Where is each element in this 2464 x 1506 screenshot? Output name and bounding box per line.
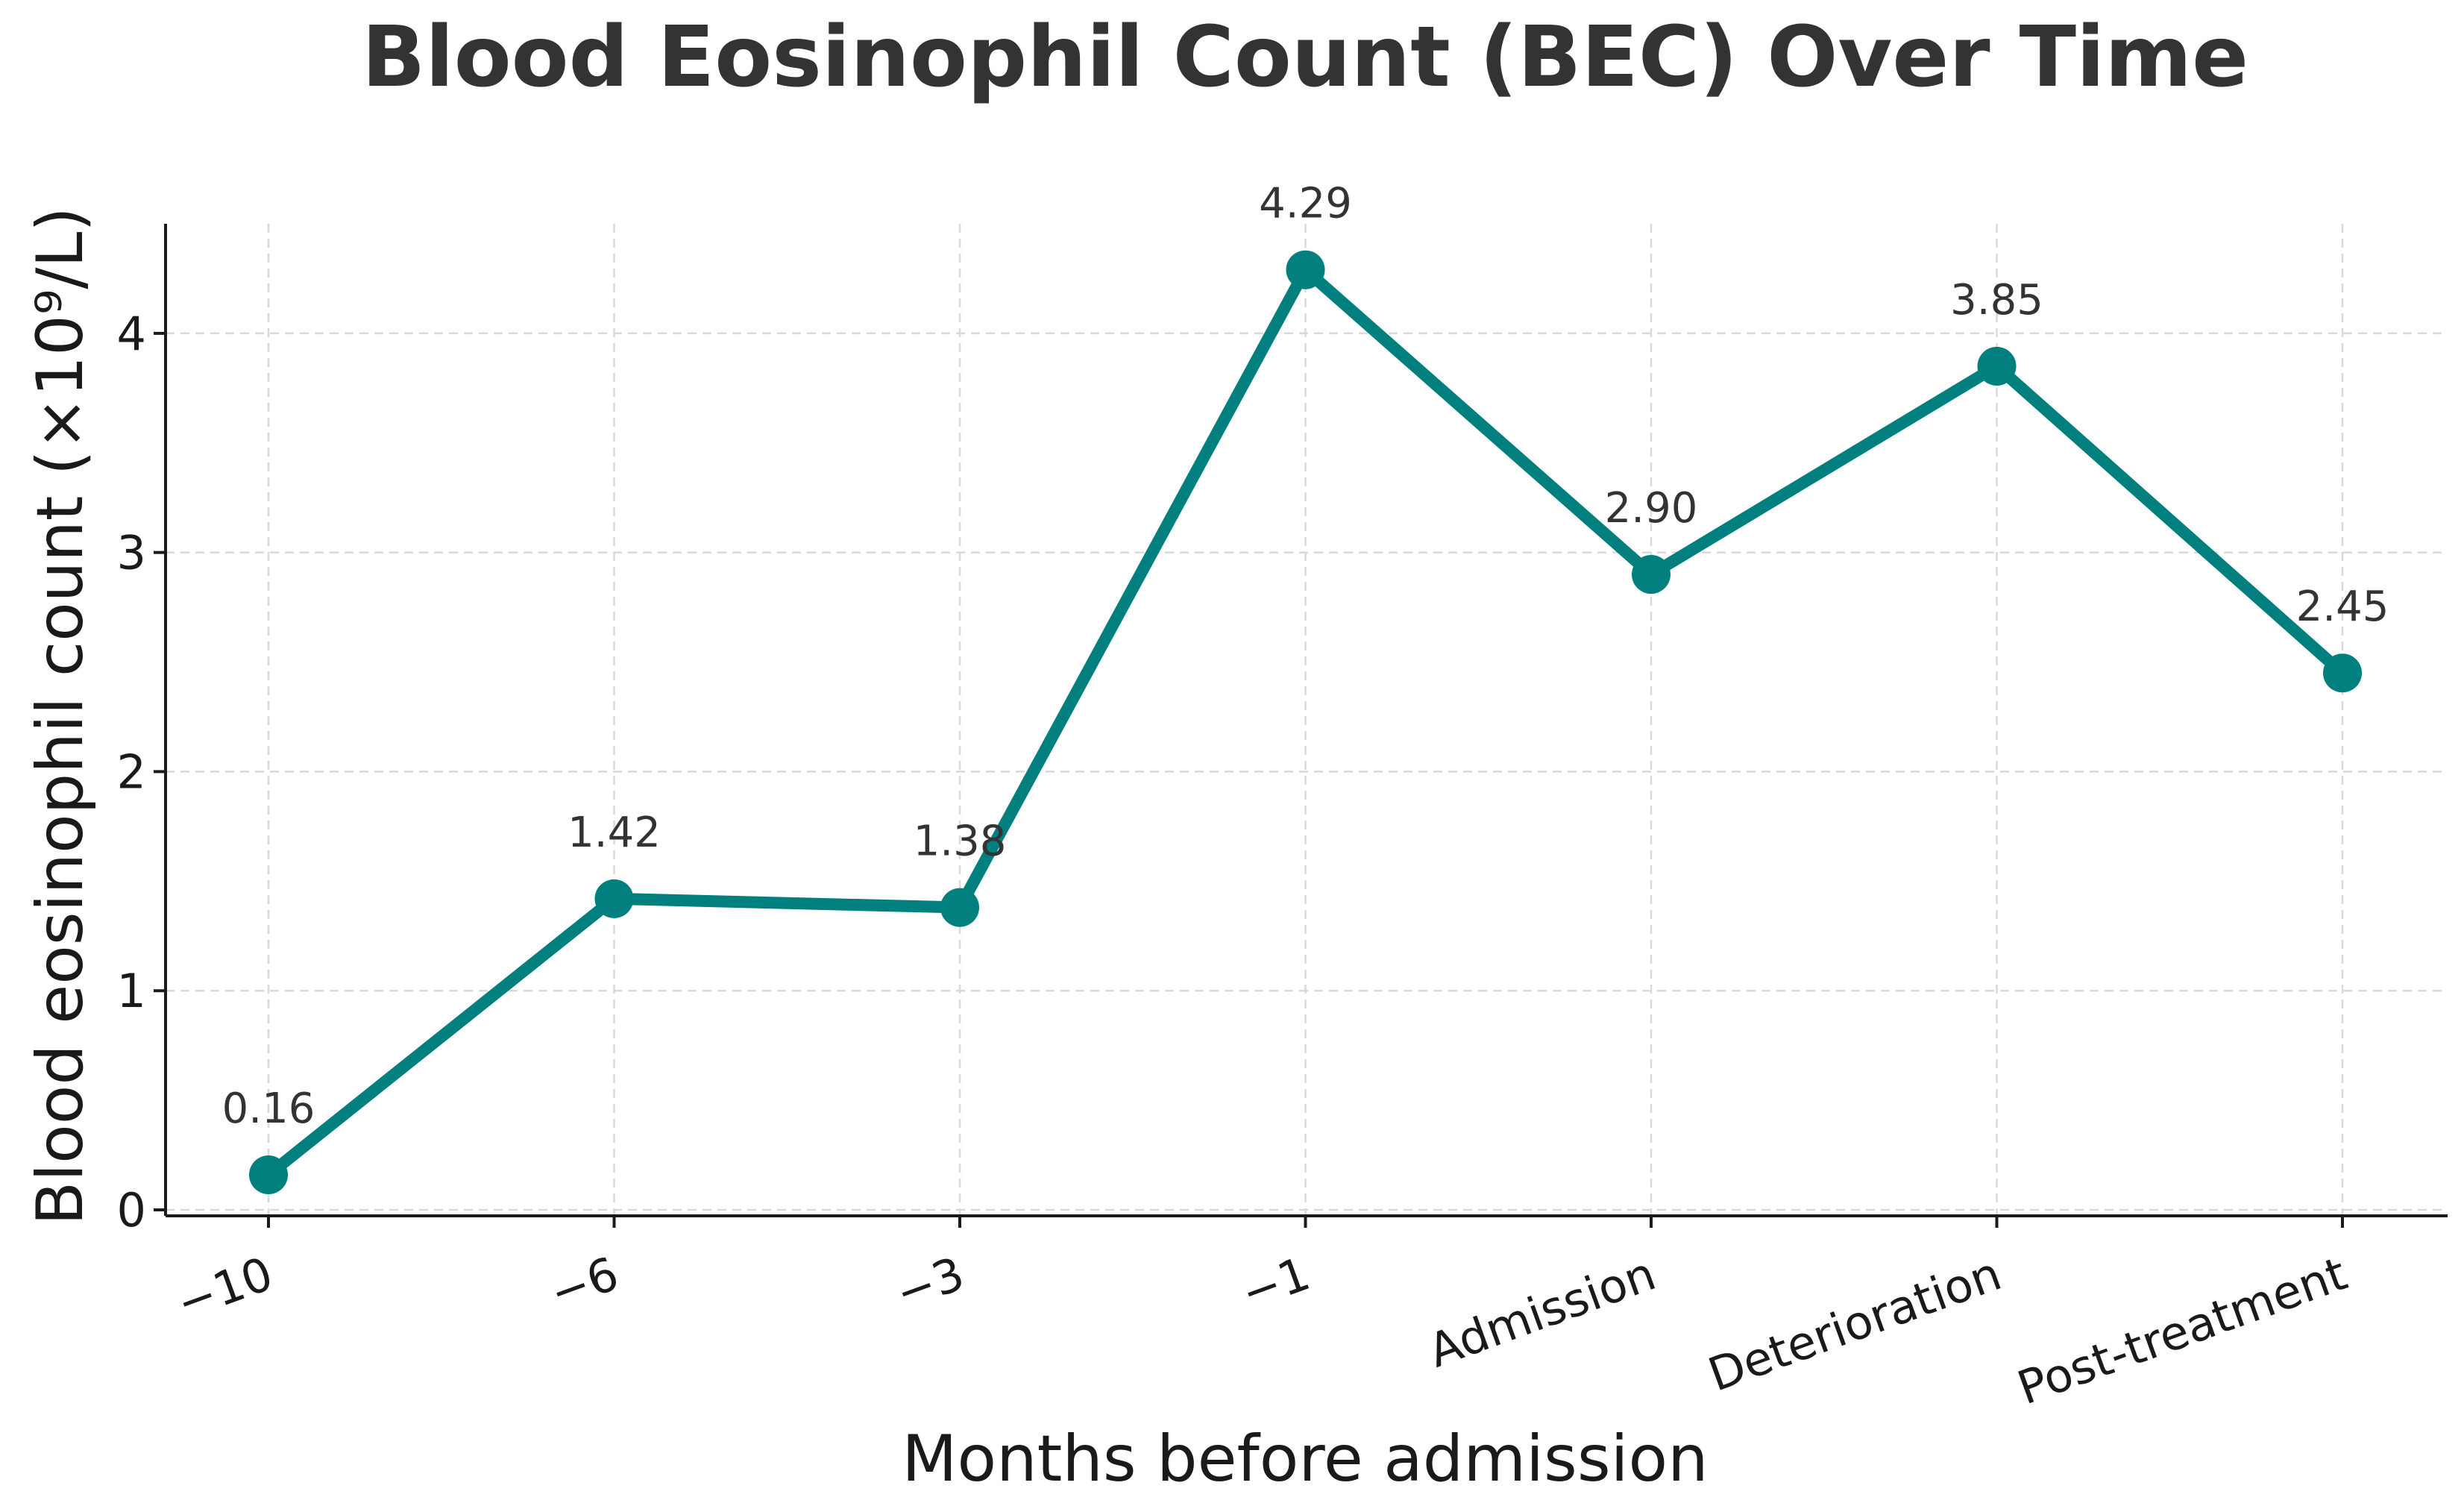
y-ticks: 0 1 2 3 4 <box>117 307 166 1237</box>
data-point <box>2323 653 2362 693</box>
x-tick-label: −3 <box>888 1246 971 1320</box>
data-point <box>940 888 979 927</box>
data-label: 1.42 <box>568 809 661 857</box>
x-tick-label: Deterioration <box>1701 1246 2008 1402</box>
x-axis-title: Months before admission <box>902 1422 1708 1496</box>
data-point <box>1286 250 1325 289</box>
x-tick-label: −10 <box>169 1246 280 1330</box>
data-label: 0.16 <box>222 1085 315 1133</box>
x-tick-label: −1 <box>1234 1246 1317 1320</box>
data-label: 3.85 <box>1950 276 2043 324</box>
y-tick-label: 3 <box>117 526 146 580</box>
data-label: 2.45 <box>2296 583 2389 631</box>
x-tick-label: Post-treatment <box>2011 1246 2354 1415</box>
y-tick-label: 4 <box>117 307 146 361</box>
data-label: 1.38 <box>914 818 1007 866</box>
data-label: 4.29 <box>1259 180 1352 228</box>
data-point <box>594 879 634 918</box>
x-ticks: −10 −6 −3 −1 Admission Deterioration Post-trea… <box>169 1216 2354 1415</box>
data-labels: 0.16 1.42 1.38 4.29 2.90 3.85 2.45 <box>222 180 2389 1133</box>
data-label: 2.90 <box>1605 484 1698 533</box>
data-point <box>249 1155 288 1194</box>
data-points <box>249 250 2362 1194</box>
grid-layer <box>166 224 2448 1216</box>
y-tick-label: 0 <box>117 1183 146 1237</box>
y-tick-label: 2 <box>117 744 146 799</box>
data-point <box>1632 555 1671 594</box>
data-point <box>1977 346 2017 386</box>
chart-title: Blood Eosinophil Count (BEC) Over Time <box>362 9 2248 106</box>
y-tick-label: 1 <box>117 964 146 1018</box>
x-tick-label: −6 <box>543 1246 626 1320</box>
y-axis-title: Blood eosinophil count (×10⁹/L) <box>23 207 98 1226</box>
x-tick-label: Admission <box>1421 1246 1662 1378</box>
